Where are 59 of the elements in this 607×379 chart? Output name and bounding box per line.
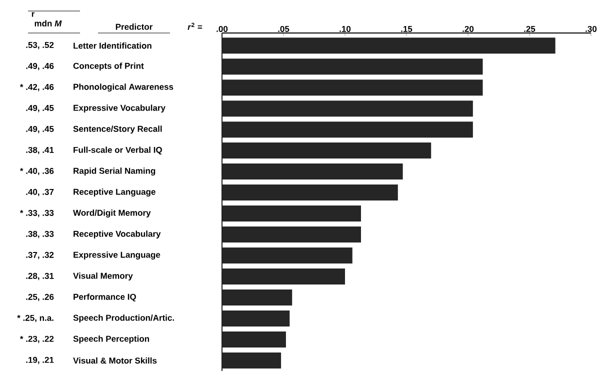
y-tick-label: Full-scale or Verbal IQ (74, 146, 162, 154)
bar (222, 268, 345, 285)
x-tick-label: .00 (216, 26, 228, 32)
bar (222, 142, 432, 159)
bar (222, 58, 483, 75)
bar (222, 164, 403, 180)
bar (222, 290, 292, 306)
bar (222, 352, 282, 368)
y-tick-label: Sentence/Story Recall (73, 126, 162, 134)
y-tick-label: Performance IQ (74, 294, 136, 302)
text: * .42, .46 (20, 84, 54, 92)
y-tick-label: Visual Memory (73, 272, 133, 280)
bar (222, 226, 361, 243)
text: * .33, .33 (20, 210, 54, 218)
y-tick-label: Letter Identification (74, 42, 152, 49)
y-axis-title: Predictor (116, 24, 153, 30)
y-tick-label: Visual & Motor Skills (73, 357, 157, 364)
x-tick-label: .10 (340, 26, 351, 32)
x-tick-label: .20 (462, 26, 474, 32)
y-tick-label: Speech Production/Artic. (73, 314, 174, 322)
text: .53, .52 (26, 42, 54, 50)
text: * .25, n.a. (17, 314, 54, 322)
y-tick-label: Speech Perception (73, 336, 150, 344)
bar (222, 310, 290, 327)
text: .49, .45 (26, 126, 54, 134)
bar (222, 248, 352, 264)
x-tick-label: .25 (524, 26, 536, 32)
bar (222, 184, 398, 201)
text: .40, .37 (26, 188, 54, 196)
bar (222, 206, 361, 222)
bar (222, 80, 483, 96)
bar (222, 100, 473, 117)
y-tick-label: Expressive Vocabulary (74, 104, 166, 113)
text: .38, .33 (26, 230, 54, 238)
x-tick-label: .30 (586, 26, 597, 32)
text: .49, .45 (26, 104, 54, 112)
text: .28, .31 (26, 272, 54, 280)
text: .49, .46 (26, 62, 54, 70)
text: r (32, 12, 35, 17)
x-tick-label: .15 (401, 26, 412, 32)
text: .19, .21 (26, 356, 54, 364)
y-tick-label: Expressive Language (74, 252, 160, 260)
text: .25, .26 (26, 294, 54, 302)
text: * .23, .22 (20, 336, 54, 344)
bar (222, 38, 556, 54)
x-axis-title: r$^{2}$ = (188, 22, 202, 30)
text: mdn M (34, 20, 62, 26)
y-tick-label: Word/Digit Memory (73, 210, 151, 218)
y-tick-label: Rapid Serial Naming (74, 168, 156, 176)
y-tick-label: Receptive Vocabulary (74, 230, 161, 238)
y-tick-label: Phonological Awareness (74, 84, 174, 92)
text: .37, .32 (26, 252, 54, 260)
bar (222, 332, 286, 348)
bar (222, 122, 473, 138)
text: * .40, .36 (20, 168, 54, 176)
y-tick-label: Concepts of Print (73, 62, 144, 71)
x-tick-label: .05 (278, 26, 290, 32)
text: .38, .41 (26, 146, 54, 154)
y-tick-label: Receptive Language (74, 188, 156, 197)
